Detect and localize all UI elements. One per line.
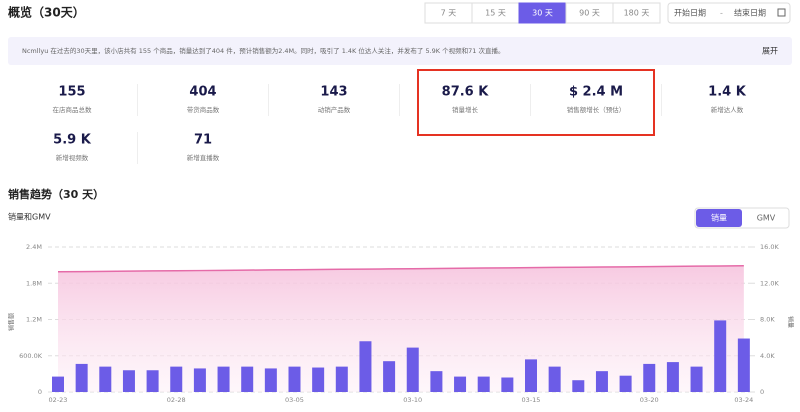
x-tick-label: 03-20 bbox=[640, 396, 659, 404]
bar bbox=[406, 347, 419, 392]
bar bbox=[666, 362, 679, 392]
bar bbox=[99, 366, 112, 392]
bar bbox=[241, 366, 254, 392]
start-date[interactable]: 开始日期 bbox=[674, 8, 706, 18]
highlight-box bbox=[417, 69, 655, 136]
toggle-option[interactable]: GMV bbox=[757, 214, 776, 223]
stat-value: 143 bbox=[320, 85, 347, 100]
stat-value: 87.6 K bbox=[442, 85, 490, 100]
bar bbox=[193, 368, 206, 392]
x-tick-label: 03-05 bbox=[285, 396, 304, 404]
x-tick-label: 02-28 bbox=[167, 396, 186, 404]
bar bbox=[383, 361, 396, 392]
stat-label: 带货商品数 bbox=[187, 105, 220, 114]
bar bbox=[548, 366, 561, 392]
gmv-area bbox=[58, 265, 744, 392]
y-tick-label: 1.8M bbox=[26, 279, 42, 287]
calendar-icon[interactable] bbox=[777, 8, 786, 17]
y2-axis-title: 销量 bbox=[787, 316, 795, 328]
stat-label: 新增达人数 bbox=[711, 105, 744, 114]
range-label[interactable]: 7 天 bbox=[441, 9, 457, 18]
bar bbox=[737, 338, 750, 392]
end-date[interactable]: 结束日期 bbox=[734, 8, 766, 18]
bar bbox=[477, 376, 490, 392]
x-tick-label: 03-24 bbox=[734, 396, 753, 404]
stat-value: 404 bbox=[189, 85, 216, 100]
bar bbox=[714, 320, 727, 392]
stat-label: 销量增长 bbox=[452, 105, 479, 114]
stat-value: 71 bbox=[194, 133, 212, 148]
bar bbox=[595, 371, 608, 392]
stat-label: 新增视频数 bbox=[56, 153, 89, 162]
bar bbox=[501, 377, 514, 392]
toggle-active[interactable] bbox=[696, 209, 742, 227]
date-picker[interactable] bbox=[667, 2, 791, 24]
y2-tick-label: 4.0K bbox=[760, 352, 775, 360]
bar bbox=[430, 371, 443, 392]
bar bbox=[146, 370, 159, 392]
stat-value: 155 bbox=[58, 85, 85, 100]
x-tick-label: 03-10 bbox=[403, 396, 422, 404]
y-tick-label: 0 bbox=[38, 388, 42, 396]
bar bbox=[288, 366, 301, 392]
stat-value: 1.4 K bbox=[708, 85, 747, 100]
bar bbox=[454, 376, 467, 392]
banner bbox=[8, 37, 792, 65]
stat-value: $ 2.4 M bbox=[569, 85, 623, 100]
bar bbox=[335, 366, 348, 392]
y2-tick-label: 8.0K bbox=[760, 316, 775, 324]
y-tick-label: 2.4M bbox=[26, 243, 42, 251]
bar bbox=[122, 370, 135, 392]
gmv-line bbox=[57, 264, 744, 273]
bar bbox=[170, 366, 183, 392]
page-title: 概览（30天） bbox=[8, 5, 85, 20]
date-separator: - bbox=[720, 9, 723, 18]
stat-label: 在店商品总数 bbox=[53, 105, 93, 114]
section-subtitle: 销量和GMV bbox=[8, 212, 51, 222]
bar bbox=[359, 341, 372, 392]
range-label[interactable]: 15 天 bbox=[485, 9, 506, 18]
banner-text: Ncmllyu 在过去的30天里，该小店共有 155 个商品，销量达到了404 … bbox=[22, 46, 504, 55]
bar bbox=[525, 359, 537, 392]
range-label[interactable]: 30 天 bbox=[532, 9, 553, 18]
y2-tick-label: 12.0K bbox=[760, 279, 779, 287]
bar bbox=[619, 375, 632, 392]
toggle-option[interactable]: 销量 bbox=[711, 213, 727, 223]
banner-expand[interactable]: 展开 bbox=[762, 47, 778, 56]
stat-label: 销售额增长（预估） bbox=[567, 105, 626, 114]
section-title: 销售趋势（30 天） bbox=[8, 187, 104, 201]
y2-tick-label: 0 bbox=[760, 388, 764, 396]
bar bbox=[75, 363, 88, 392]
bar bbox=[52, 376, 64, 392]
y-tick-label: 600.0K bbox=[19, 352, 43, 360]
bar bbox=[690, 366, 703, 392]
bar bbox=[572, 380, 585, 392]
range-label[interactable]: 90 天 bbox=[579, 9, 600, 18]
range-button[interactable] bbox=[612, 2, 661, 24]
stat-label: 新增直播数 bbox=[187, 153, 220, 162]
bar bbox=[217, 366, 230, 392]
y-tick-label: 1.2M bbox=[26, 316, 42, 324]
stat-label: 动销产品数 bbox=[318, 105, 351, 114]
bar bbox=[264, 368, 277, 392]
y-axis-title: 销售额 bbox=[8, 313, 16, 331]
bar bbox=[643, 363, 656, 392]
x-tick-label: 03-15 bbox=[522, 396, 541, 404]
stat-value: 5.9 K bbox=[53, 133, 92, 148]
y2-tick-label: 16.0K bbox=[760, 243, 779, 251]
range-label[interactable]: 180 天 bbox=[624, 9, 650, 18]
x-tick-label: 02-23 bbox=[49, 396, 68, 404]
bar bbox=[312, 367, 325, 392]
